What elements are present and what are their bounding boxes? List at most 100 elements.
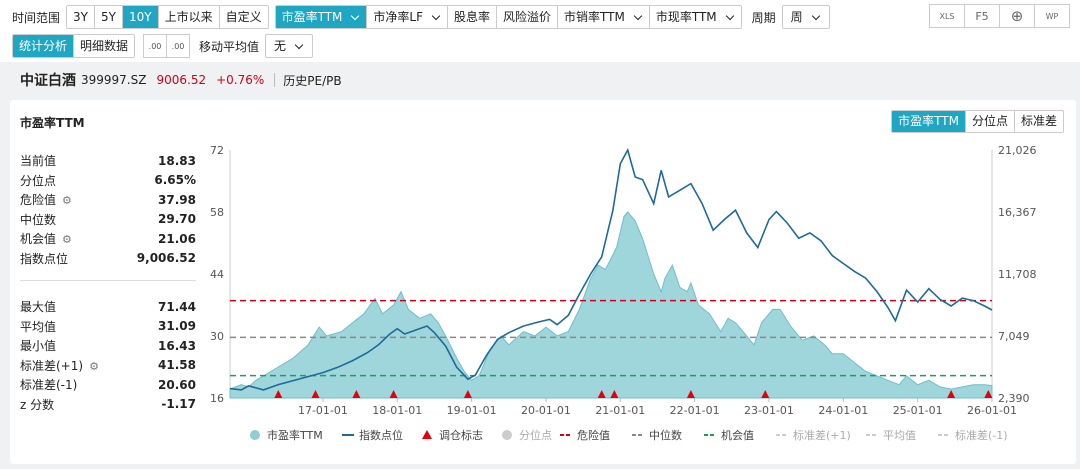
- range-5y[interactable]: 5Y: [94, 6, 123, 28]
- chevron-down-icon: [633, 11, 643, 20]
- metric-dividend-yield[interactable]: 股息率: [448, 6, 498, 28]
- stats-top: 当前值 18.83 分位点 6.65% 危险值 ⚙ 37.98 中位数 29.70 机会值…: [20, 151, 196, 268]
- y-right-tick-label: 2,390: [998, 392, 1030, 405]
- increase-decimal-icon[interactable]: .00: [166, 34, 191, 58]
- y-right-tick-label: 21,026: [998, 144, 1037, 157]
- legend-label[interactable]: 平均值: [883, 429, 916, 442]
- stat-value: 16.43: [158, 338, 196, 353]
- rebalance-marker: [610, 390, 619, 398]
- stats-divider: [20, 280, 196, 281]
- pe-chart: 16 30 44 58 72 2,390 7,049 11,708 16,367 21,026 17…: [210, 144, 1037, 442]
- ma-select[interactable]: 无: [265, 34, 314, 58]
- stat-z-score: z 分数 -1.17: [20, 395, 196, 415]
- refresh-f5-icon[interactable]: F5: [964, 4, 1000, 28]
- y-right-tick-label: 7,049: [998, 330, 1030, 343]
- period-select[interactable]: 周: [781, 5, 830, 29]
- stat-label: 最小值: [20, 339, 57, 354]
- stat-value: 31.09: [158, 319, 196, 334]
- stat-danger: 危险值 ⚙ 37.98: [20, 190, 196, 210]
- range-since-listing[interactable]: 上市以来: [158, 6, 220, 28]
- stat-label: 指数点位: [20, 251, 69, 266]
- wps-export-icon[interactable]: WP: [1034, 4, 1070, 28]
- y-left-tick-label: 58: [210, 206, 224, 219]
- x-tick-label: 25-01-01: [893, 404, 943, 417]
- tab-pe-ttm[interactable]: 市盈率TTM: [892, 111, 966, 132]
- excel-export-icon[interactable]: XLS: [929, 4, 965, 28]
- y-right-tick-label: 11,708: [998, 268, 1037, 281]
- period-label: 周期: [751, 10, 776, 25]
- stat-current: 当前值 18.83: [20, 151, 196, 171]
- tab-percentile[interactable]: 分位点: [965, 111, 1015, 132]
- chevron-down-icon: [725, 11, 734, 20]
- toolbar-icons: XLS F5 ⊕ WP: [929, 4, 1070, 28]
- rebalance-marker: [463, 390, 472, 398]
- metric-ps-ttm[interactable]: 市销率TTM: [558, 6, 650, 28]
- legend-label[interactable]: 市盈率TTM: [267, 428, 323, 442]
- metric-pe-ttm[interactable]: 市盈率TTM: [275, 6, 368, 28]
- add-icon[interactable]: ⊕: [999, 4, 1035, 28]
- legend-label[interactable]: 调仓标志: [439, 428, 483, 442]
- y-left-tick-label: 44: [210, 268, 224, 281]
- range-selector: 3Y 5Y 10Y 上市以来 自定义: [66, 5, 269, 29]
- legend-label[interactable]: 标准差(+1): [793, 428, 851, 442]
- stat-value: 41.58: [158, 358, 196, 373]
- rebalance-marker: [686, 390, 695, 398]
- rebalance-marker: [389, 390, 398, 398]
- index-header: 中证白酒 399997.SZ 9006.52 +0.76% 历史PE/PB: [0, 66, 1080, 94]
- legend-label[interactable]: 中位数: [649, 428, 682, 442]
- chevron-down-icon: [811, 11, 820, 20]
- stat-value: 18.83: [158, 153, 196, 168]
- stat-label: 标准差(+1): [20, 358, 84, 373]
- x-tick-label: 22-01-01: [670, 404, 720, 417]
- stat-label: 当前值: [20, 154, 57, 169]
- stat-label: 机会值: [20, 232, 57, 247]
- legend-label[interactable]: 标准差(-1): [955, 428, 1008, 442]
- x-tick-label: 17-01-01: [298, 404, 348, 417]
- x-tick-label: 20-01-01: [521, 404, 571, 417]
- x-tick-label: 24-01-01: [818, 404, 868, 417]
- ma-label: 移动平均值: [199, 39, 260, 54]
- panel-tabs: 市盈率TTM 分位点 标准差: [891, 110, 1064, 133]
- tab-std-dev[interactable]: 标准差: [1014, 111, 1063, 132]
- metric-pcf-ttm-label: 市现率TTM: [655, 10, 717, 24]
- history-link[interactable]: 历史PE/PB: [283, 73, 342, 88]
- stat-label: 危险值: [20, 193, 57, 208]
- stats-bottom: 最大值 71.44 平均值 31.09 最小值 16.43 标准差(+1) ⚙ 41.58…: [20, 297, 196, 414]
- decrease-decimal-icon[interactable]: .00: [143, 34, 168, 58]
- metric-risk-premium[interactable]: 风险溢价: [497, 6, 559, 28]
- metric-ps-ttm-label: 市销率TTM: [564, 10, 625, 24]
- legend-label[interactable]: 分位点: [519, 428, 552, 442]
- range-custom[interactable]: 自定义: [219, 6, 268, 28]
- stat-label: 平均值: [20, 319, 57, 334]
- legend-label[interactable]: 危险值: [577, 428, 610, 442]
- rebalance-marker: [311, 390, 320, 398]
- stat-std-minus: 标准差(-1) 20.60: [20, 375, 196, 395]
- legend-label[interactable]: 指数点位: [359, 428, 403, 442]
- y-left-tick-label: 30: [210, 330, 224, 343]
- stat-index-level: 指数点位 9,006.52: [20, 249, 196, 269]
- rebalance-marker: [597, 390, 606, 398]
- range-3y[interactable]: 3Y: [67, 6, 95, 28]
- stat-value: 37.98: [158, 192, 196, 207]
- stat-label: z 分数: [20, 397, 55, 412]
- toolbar-row-1: 时间范围 3Y 5Y 10Y 上市以来 自定义 市盈率TTM 市净率LF 股息率…: [0, 4, 830, 30]
- index-code: 399997.SZ: [81, 73, 147, 87]
- period-value: 周: [790, 10, 803, 24]
- tab-statistics[interactable]: 统计分析: [13, 35, 75, 57]
- stat-value: 29.70: [158, 212, 196, 227]
- stat-std-plus: 标准差(+1) ⚙ 41.58: [20, 356, 196, 376]
- metric-pcf-ttm[interactable]: 市现率TTM: [649, 6, 741, 28]
- y-left-tick-label: 16: [210, 392, 224, 405]
- gear-icon[interactable]: ⚙: [89, 359, 99, 373]
- range-10y[interactable]: 10Y: [122, 6, 159, 28]
- x-tick-label: 18-01-01: [372, 404, 422, 417]
- legend-label[interactable]: 机会值: [721, 428, 754, 442]
- stat-label: 分位点: [20, 173, 57, 188]
- gear-icon[interactable]: ⚙: [62, 194, 72, 208]
- rebalance-marker: [352, 390, 361, 398]
- gear-icon[interactable]: ⚙: [62, 233, 72, 247]
- metric-pb-lf[interactable]: 市净率LF: [367, 6, 448, 28]
- tab-details[interactable]: 明细数据: [74, 35, 135, 57]
- rebalance-marker: [274, 390, 283, 398]
- ma-value: 无: [274, 39, 287, 53]
